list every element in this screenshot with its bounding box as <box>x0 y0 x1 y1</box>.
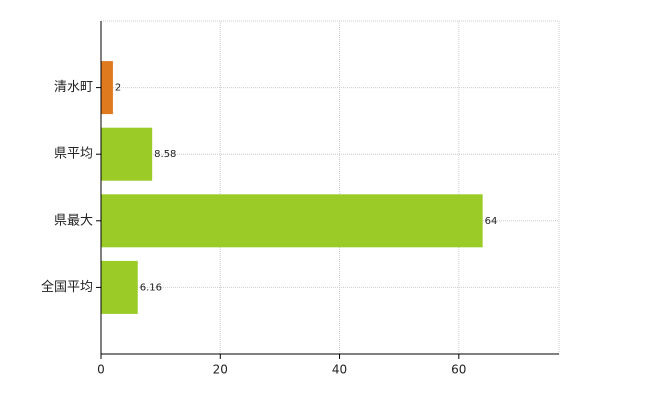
x-tick-label: 0 <box>97 363 105 377</box>
value-label: 64 <box>485 216 498 227</box>
bar <box>101 194 483 248</box>
value-label: 8.58 <box>154 149 176 160</box>
x-tick-label: 60 <box>451 363 466 377</box>
y-tick-label: 清水町 <box>54 80 93 95</box>
bar <box>101 260 138 314</box>
bar <box>101 127 153 181</box>
value-label: 2 <box>115 83 121 94</box>
value-label: 6.16 <box>140 282 162 293</box>
y-tick-label: 県最大 <box>54 213 93 228</box>
x-tick-label: 40 <box>332 363 347 377</box>
y-tick-label: 県平均 <box>54 147 93 162</box>
x-tick-label: 20 <box>213 363 228 377</box>
y-tick-label: 全国平均 <box>41 279 93 295</box>
bar <box>101 61 113 115</box>
